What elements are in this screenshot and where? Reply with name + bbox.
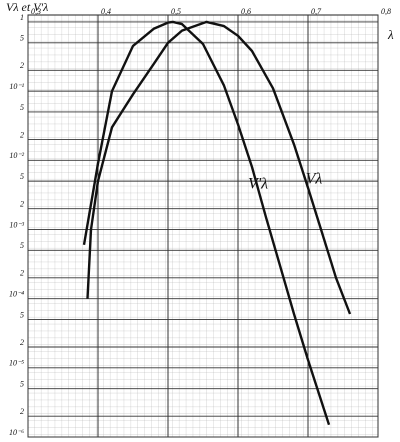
x-tick-label: 0,6 [241, 7, 251, 16]
y-tick-label: 10⁻³ [9, 220, 24, 229]
curve [86, 20, 352, 315]
curve [82, 20, 331, 426]
x-tick-label: 0,4 [101, 7, 111, 16]
legend-label: Vλ [306, 171, 323, 188]
legend-label: V'λ [248, 176, 268, 193]
y-tick-label: 5 [20, 34, 24, 43]
y-tick-label: 2 [20, 61, 24, 70]
y-tick-label: 5 [20, 172, 24, 181]
y-tick-label: 5 [20, 103, 24, 112]
x-tick-label: 0,3 [31, 7, 41, 16]
y-tick-label: 5 [20, 241, 24, 250]
y-tick-label: 1 [20, 13, 24, 22]
y-tick-label: 5 [20, 310, 24, 319]
y-tick-label: 2 [20, 269, 24, 278]
y-tick-label: 10⁻² [9, 151, 24, 160]
y-tick-label: 2 [20, 338, 24, 347]
y-tick-label: 5 [20, 379, 24, 388]
y-tick-label: 10⁻⁶ [9, 428, 24, 437]
y-tick-label: 10⁻⁴ [9, 289, 24, 298]
y-tick-label: 10⁻¹ [9, 82, 24, 91]
x-tick-label: 0,5 [171, 7, 181, 16]
y-tick-label: 10⁻⁵ [9, 359, 24, 368]
y-tick-label: 2 [20, 407, 24, 416]
x-tick-label: 0,8 [381, 7, 391, 16]
y-tick-label: 2 [20, 199, 24, 208]
plot-area [27, 14, 379, 438]
y-axis-label: Vλ et V'λ [6, 0, 48, 14]
y-tick-label: 2 [20, 130, 24, 139]
x-tick-label: 0,7 [311, 7, 322, 16]
x-axis-label: λ [387, 27, 394, 42]
